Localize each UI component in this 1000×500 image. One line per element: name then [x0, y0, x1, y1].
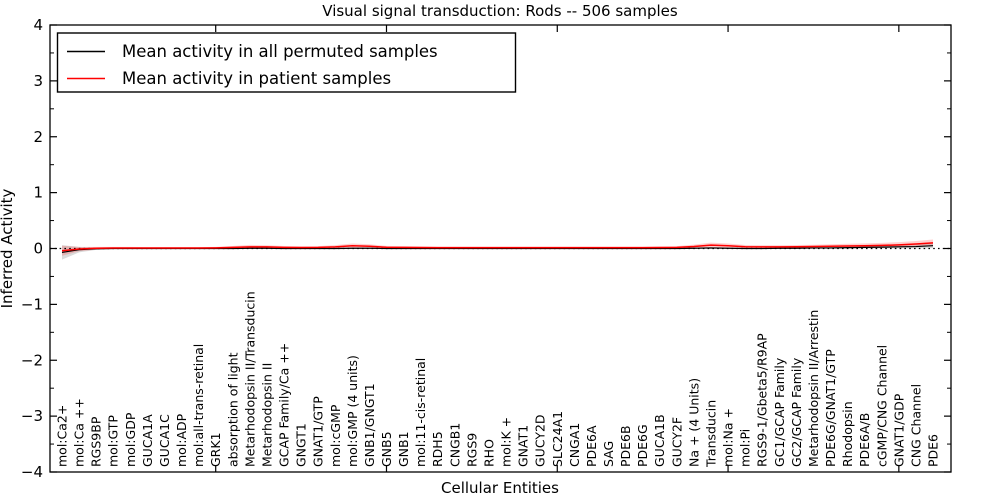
x-category-label: GUCA1B: [652, 414, 667, 467]
x-category-label: PDE6G: [635, 424, 650, 467]
x-category-label: GUCA1A: [140, 414, 155, 467]
y-tick-label: 1: [33, 184, 43, 202]
y-axis-label: Inferred Activity: [0, 188, 16, 308]
x-category-label: GC2/GCAP Family: [789, 357, 804, 467]
y-tick-label: 4: [33, 16, 43, 34]
x-category-label: mol:cGMP: [328, 404, 343, 467]
y-tick-label: −2: [21, 351, 43, 369]
x-category-label: GNB1/GNGT1: [362, 383, 377, 467]
x-category-label: RDH5: [430, 431, 445, 467]
x-category-label: GC1/GCAP Family: [772, 357, 787, 467]
series-band-0: [62, 243, 933, 260]
chart-title: Visual signal transduction: Rods -- 506 …: [322, 2, 678, 20]
x-category-label: CNG Channel: [908, 384, 923, 467]
x-category-label: Metarhodopsin II/Transducin: [242, 291, 257, 467]
x-category-label: GNB1: [396, 431, 411, 467]
legend-label-permuted-samples: Mean activity in all permuted samples: [122, 42, 438, 61]
x-category-label: Rhodopsin: [840, 401, 855, 467]
x-category-label: Na + (4 Units): [686, 378, 701, 467]
x-category-label: Metarhodopsin II: [259, 363, 274, 467]
x-axis-label: Cellular Entities: [441, 479, 559, 497]
x-category-label: RGS9: [464, 433, 479, 467]
y-tick-label: −4: [21, 463, 43, 481]
x-category-label: PDE6: [926, 434, 941, 467]
y-tick-label: −1: [21, 295, 43, 313]
x-category-label: mol:11-cis-retinal: [413, 358, 428, 467]
x-category-label: GNAT1/GTP: [311, 396, 326, 467]
x-category-label: GNAT1/GDP: [891, 393, 906, 467]
x-category-label: PDE6A/B: [857, 413, 872, 467]
x-category-label: mol:GTP: [106, 415, 121, 467]
legend: Mean activity in all permuted samples Me…: [56, 32, 517, 93]
series-line-1: [61, 242, 934, 252]
x-category-label: GUCY2F: [669, 417, 684, 467]
x-category-label: mol:ADP: [174, 413, 189, 467]
y-tick-label: 0: [33, 240, 43, 258]
x-category-label: GNGT1: [294, 423, 309, 467]
x-category-label: mol:Pi: [738, 429, 753, 467]
x-category-label: mol:all-trans-retinal: [191, 344, 206, 467]
x-category-label: PDE6A: [584, 425, 599, 467]
x-category-label: mol:K +: [499, 417, 514, 467]
x-category-label: absorption of light: [225, 352, 240, 467]
plot-frame: [49, 24, 952, 473]
y-tick-label: 3: [33, 72, 43, 90]
legend-label-patient-samples: Mean activity in patient samples: [122, 69, 391, 88]
x-category-label: Transducin: [703, 400, 718, 468]
legend-box: [56, 32, 517, 93]
x-category-label: CNGA1: [567, 423, 582, 467]
x-category-label: cGMP/CNG Channel: [874, 345, 889, 467]
x-category-label: mol:GMP (4 units): [345, 355, 360, 467]
x-category-label: GNAT1: [516, 425, 531, 467]
x-category-label: CNGB1: [447, 423, 462, 467]
x-category-label: GNB5: [379, 431, 394, 467]
x-category-label: PDE6B: [618, 425, 633, 467]
x-category-label: mol:Ca ++: [72, 398, 87, 467]
x-category-label: mol:GDP: [123, 412, 138, 467]
x-category-label: mol:Ca2+: [55, 405, 70, 467]
x-category-label: GCAP Family/Ca ++: [277, 343, 292, 467]
x-category-label: PDE6G/GNAT1/GTP: [823, 349, 838, 467]
x-category-label: GUCA1C: [157, 414, 172, 467]
x-category-label: SLC24A1: [550, 411, 565, 467]
x-category-label: Metarhodopsin II/Arrestin: [806, 310, 821, 467]
x-category-label: mol:Na +: [721, 408, 736, 467]
x-category-label: RHO: [481, 439, 496, 467]
x-category-label: SAG: [601, 441, 616, 467]
y-tick-label: −3: [21, 407, 43, 425]
x-category-label: RGS9BP: [89, 416, 104, 467]
x-category-label: GRK1: [208, 432, 223, 467]
y-tick-label: 2: [33, 128, 43, 146]
x-category-label: GUCY2D: [533, 414, 548, 467]
x-category-label: RGS9-1/Gbeta5/R9AP: [755, 333, 770, 467]
